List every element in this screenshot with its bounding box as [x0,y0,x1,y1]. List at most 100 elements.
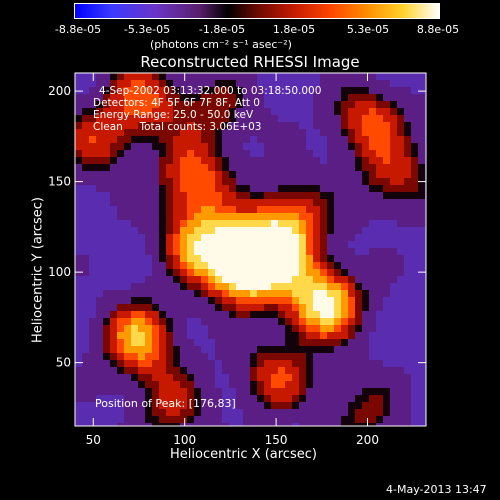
heatmap-cell [306,297,314,305]
heatmap-cell [180,241,188,249]
heatmap-cell [166,416,174,424]
heatmap-cell [250,178,258,186]
heatmap-cell [348,129,356,137]
heatmap-cell [327,136,335,144]
heatmap-cell [75,241,83,249]
heatmap-cell [369,318,377,326]
heatmap-cell [229,262,237,270]
heatmap-cell [264,304,272,312]
heatmap-cell [313,416,321,424]
heatmap-cell [103,409,111,417]
heatmap-cell [390,318,398,326]
heatmap-cell [222,227,230,235]
heatmap-cell [397,87,405,95]
heatmap-cell [138,318,146,326]
heatmap-cell [383,213,391,221]
heatmap-cell [397,220,405,228]
heatmap-cell [75,192,83,200]
heatmap-cell [124,339,132,347]
heatmap-cell [89,367,97,375]
heatmap-cell [187,115,195,123]
heatmap-cell [215,339,223,347]
heatmap-cell [229,234,237,242]
heatmap-cell [390,143,398,151]
heatmap-cell [75,227,83,235]
heatmap-cell [222,87,230,95]
heatmap-cell [215,381,223,389]
heatmap-cell [117,325,125,333]
heatmap-cell [376,262,384,270]
heatmap-cell [355,178,363,186]
heatmap-cell [355,395,363,403]
heatmap-cell [194,73,202,81]
heatmap-cell [362,192,370,200]
heatmap-cell [250,213,258,221]
heatmap-cell [278,213,286,221]
heatmap-cell [180,129,188,137]
heatmap-cell [229,276,237,284]
heatmap-cell [285,416,293,424]
heatmap-cell [166,283,174,291]
heatmap-cell [299,395,307,403]
heatmap-cell [194,276,202,284]
heatmap-cell [285,262,293,270]
heatmap-cell [229,220,237,228]
heatmap-cell [299,416,307,424]
heatmap-cell [250,381,258,389]
heatmap-cell [362,234,370,242]
heatmap-cell [320,318,328,326]
heatmap-cell [418,283,426,291]
heatmap-cell [341,339,349,347]
heatmap-cell [145,213,153,221]
heatmap-cell [306,185,314,193]
heatmap-cell [75,143,83,151]
heatmap-cell [117,122,125,130]
heatmap-cell [201,353,209,361]
heatmap-cell [166,276,174,284]
heatmap-cell [229,339,237,347]
heatmap-cell [292,227,300,235]
heatmap-cell [292,171,300,179]
heatmap-cell [362,423,370,427]
heatmap-cell [250,122,258,130]
heatmap-cell [194,241,202,249]
heatmap-cell [89,157,97,165]
heatmap-cell [208,409,216,417]
heatmap-cell [152,423,160,427]
heatmap-cell [299,311,307,319]
heatmap-cell [292,185,300,193]
heatmap-cell [215,213,223,221]
heatmap-cell [320,164,328,172]
heatmap-cell [320,227,328,235]
heatmap-cell [96,353,104,361]
heatmap-cell [152,94,160,102]
heatmap-cell [75,129,83,137]
heatmap-cell [362,409,370,417]
heatmap-cell [285,332,293,340]
heatmap-cell [208,255,216,263]
heatmap-cell [124,346,132,354]
heatmap-cell [257,101,265,109]
heatmap-cell [355,171,363,179]
heatmap-cell [376,192,384,200]
heatmap-cell [355,150,363,158]
heatmap-cell [397,255,405,263]
heatmap-cell [334,367,342,375]
heatmap-cell [383,164,391,172]
heatmap-cell [236,213,244,221]
heatmap-cell [173,157,181,165]
heatmap-cell [341,353,349,361]
heatmap-cell [215,164,223,172]
heatmap-cell [173,115,181,123]
heatmap-cell [173,122,181,130]
heatmap-cell [124,262,132,270]
heatmap-cell [411,220,419,228]
heatmap-cell [299,192,307,200]
heatmap-cell [236,171,244,179]
heatmap-cell [313,115,321,123]
heatmap-cell [376,164,384,172]
heatmap-cell [166,290,174,298]
heatmap-cell [229,115,237,123]
heatmap-cell [411,360,419,368]
heatmap-cell [180,269,188,277]
